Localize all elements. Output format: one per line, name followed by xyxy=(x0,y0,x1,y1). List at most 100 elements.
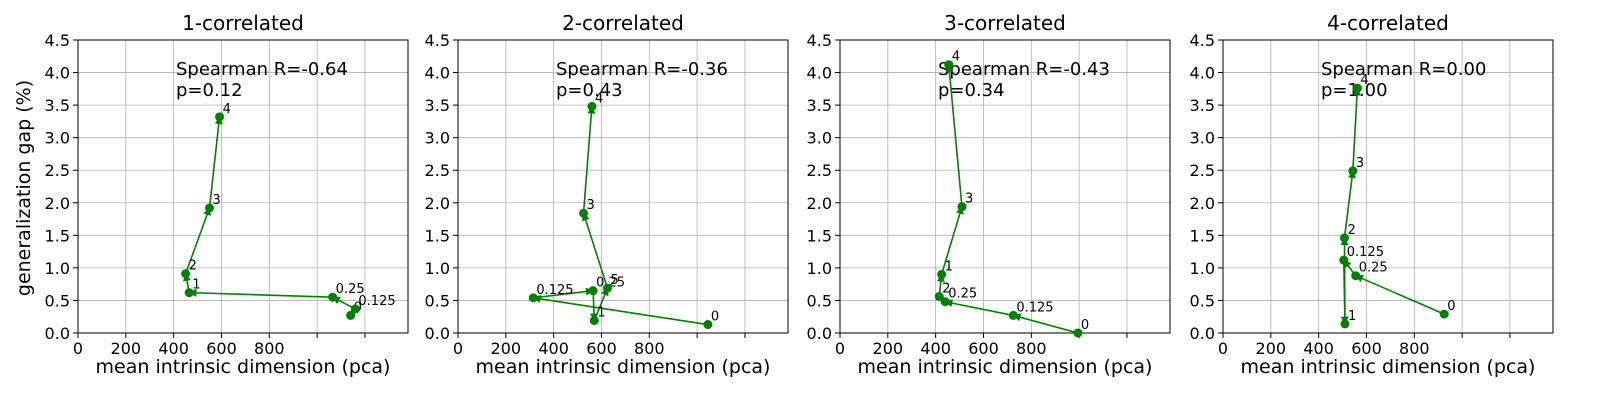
data-point xyxy=(528,293,538,303)
series-arrow xyxy=(582,105,596,214)
data-point-label: 4 xyxy=(223,102,231,117)
data-point xyxy=(1339,255,1349,265)
data-point-label: 0.125 xyxy=(358,294,395,309)
data-point xyxy=(184,288,194,298)
data-point-label: 5 xyxy=(610,273,618,288)
series-arrow xyxy=(1012,313,1079,334)
data-point xyxy=(589,316,599,326)
data-point xyxy=(181,269,191,279)
x-tick-label: 200 xyxy=(1256,339,1287,358)
y-tick-label: 0.0 xyxy=(1190,324,1215,343)
y-tick-label: 3.5 xyxy=(425,96,450,115)
y-tick-label: 4.0 xyxy=(807,64,832,83)
plot-frame xyxy=(839,39,1171,334)
data-point-label: 2 xyxy=(1347,223,1355,238)
series-arrow xyxy=(944,299,1014,317)
data-point-label: 0 xyxy=(1447,299,1455,314)
data-point-label: 1 xyxy=(192,278,200,293)
x-tick-label: 600 xyxy=(968,339,999,358)
x-axis-label: mean intrinsic dimension (pca) xyxy=(1241,356,1536,378)
x-tick-label: 800 xyxy=(634,339,665,358)
x-tick-label: 0 xyxy=(835,339,845,358)
y-tick-label: 3.5 xyxy=(807,96,832,115)
chart-panel-4: 0 200 400 600 800 0.0 0.5 1.0 1.5 2.0 2.5 3.0 3.5 4.0… xyxy=(1190,11,1554,378)
x-axis-label: mean intrinsic dimension (pca) xyxy=(476,356,771,378)
data-point xyxy=(944,60,954,70)
data-point xyxy=(602,283,612,293)
series-arrow xyxy=(208,116,223,209)
y-tick-label: 2.5 xyxy=(45,161,70,180)
data-point-label: 2 xyxy=(942,282,950,297)
x-tick-label: 0 xyxy=(73,339,83,358)
y-tick-label: 0.5 xyxy=(1190,291,1215,310)
series-arrow xyxy=(593,287,609,321)
series-arrow xyxy=(532,294,709,326)
data-point-label: 1 xyxy=(945,259,953,274)
y-tick-label: 2.5 xyxy=(425,161,450,180)
series-arrow xyxy=(1343,170,1356,239)
y-tick-label: 4.0 xyxy=(1190,64,1215,83)
plot-frame xyxy=(457,39,789,334)
data-point-label: 1 xyxy=(1348,309,1356,324)
p-value-annotation: p=0.12 xyxy=(176,80,243,101)
y-tick-label: 4.5 xyxy=(1190,31,1215,50)
y-tick-label: 1.0 xyxy=(807,259,832,278)
spearman-annotation: Spearman R=-0.43 xyxy=(938,59,1110,80)
y-tick-label: 2.5 xyxy=(1190,161,1215,180)
chart-title: 4-correlated xyxy=(1327,11,1449,35)
y-tick-label: 0.5 xyxy=(425,291,450,310)
data-point-label: 3 xyxy=(965,192,973,207)
y-tick-label: 0.5 xyxy=(807,291,832,310)
data-point-label: 3 xyxy=(1356,156,1364,171)
x-tick-label: 200 xyxy=(873,339,904,358)
x-tick-label: 0 xyxy=(453,339,463,358)
x-tick-label: 400 xyxy=(920,339,951,358)
data-point-label: 4 xyxy=(595,91,603,106)
x-tick-label: 0 xyxy=(1218,339,1228,358)
x-tick-label: 400 xyxy=(538,339,569,358)
y-tick-label: 0.0 xyxy=(45,324,70,343)
x-axis-label: mean intrinsic dimension (pca) xyxy=(858,356,1153,378)
y-tick-label: 1.5 xyxy=(45,226,70,245)
y-tick-label: 3.0 xyxy=(425,129,450,148)
series-arrow xyxy=(184,207,211,275)
data-point xyxy=(215,112,225,122)
data-point xyxy=(587,101,597,111)
data-point xyxy=(1439,309,1449,319)
x-tick-label: 400 xyxy=(158,339,189,358)
x-tick-label: 600 xyxy=(1351,339,1382,358)
chart-panel-1: 0 200 400 600 800 0.0 0.5 1.0 1.5 2.0 2.5 3.0 3.5 4.0… xyxy=(45,11,409,378)
data-point xyxy=(588,286,598,296)
data-point xyxy=(1339,233,1349,243)
y-tick-label: 0.0 xyxy=(807,324,832,343)
y-tick-label: 1.5 xyxy=(807,226,832,245)
y-tick-label: 4.0 xyxy=(425,64,450,83)
series-arrow xyxy=(188,288,333,298)
series-arrow xyxy=(533,287,594,299)
data-point xyxy=(934,292,944,302)
chart-panel-2: 0 200 400 600 800 0.0 0.5 1.0 1.5 2.0 2.5 3.0 3.5 4.0… xyxy=(425,11,789,378)
series-arrow xyxy=(581,212,609,289)
p-value-annotation: p=0.43 xyxy=(556,80,623,101)
p-value-annotation: p=0.34 xyxy=(938,80,1005,101)
x-tick-label: 800 xyxy=(1399,339,1430,358)
data-point-label: 0.125 xyxy=(1347,245,1384,260)
x-axis-label: mean intrinsic dimension (pca) xyxy=(96,356,391,378)
y-tick-label: 1.0 xyxy=(1190,259,1215,278)
y-tick-label: 1.5 xyxy=(1190,226,1215,245)
x-tick-label: 400 xyxy=(1303,339,1334,358)
x-tick-label: 600 xyxy=(206,339,237,358)
y-axis-label: generalization gap (%) xyxy=(13,80,35,296)
y-tick-label: 3.0 xyxy=(1190,129,1215,148)
series-arrow xyxy=(1354,274,1445,315)
data-point-label: 4 xyxy=(1360,73,1368,88)
data-point-label: 0.25 xyxy=(336,282,365,297)
data-point-label: 0 xyxy=(1081,318,1089,333)
data-point xyxy=(957,202,967,212)
data-point-label: 1 xyxy=(597,306,605,321)
y-tick-label: 3.0 xyxy=(45,129,70,148)
data-point-label: 3 xyxy=(213,193,221,208)
data-point xyxy=(1340,319,1350,329)
data-point xyxy=(579,208,589,218)
y-tick-label: 4.5 xyxy=(425,31,450,50)
